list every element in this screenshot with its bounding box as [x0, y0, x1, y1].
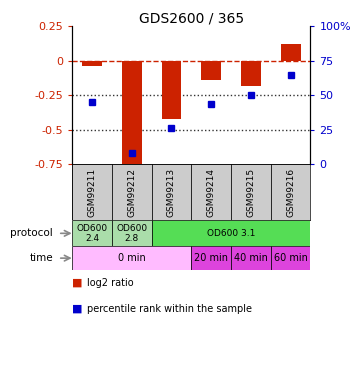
- Bar: [191, 246, 231, 270]
- Text: GSM99214: GSM99214: [207, 168, 216, 217]
- Text: GSM99215: GSM99215: [247, 168, 255, 217]
- Text: ■: ■: [72, 304, 83, 314]
- Text: ■: ■: [72, 278, 83, 288]
- Text: GSM99211: GSM99211: [88, 168, 96, 217]
- Bar: [201, 61, 221, 80]
- Bar: [231, 164, 271, 220]
- Text: GSM99213: GSM99213: [167, 168, 176, 217]
- Text: percentile rank within the sample: percentile rank within the sample: [87, 304, 252, 314]
- Bar: [191, 164, 231, 220]
- Bar: [241, 61, 261, 86]
- Text: time: time: [30, 253, 53, 263]
- Text: 60 min: 60 min: [274, 253, 308, 263]
- Bar: [162, 61, 182, 119]
- Text: OD600
2.4: OD600 2.4: [77, 224, 108, 243]
- Bar: [72, 220, 112, 246]
- Text: OD600 3.1: OD600 3.1: [207, 229, 255, 238]
- Text: GSM99212: GSM99212: [127, 168, 136, 217]
- Bar: [271, 246, 310, 270]
- Bar: [231, 246, 271, 270]
- Bar: [72, 246, 191, 270]
- Title: GDS2600 / 365: GDS2600 / 365: [139, 11, 244, 25]
- Text: log2 ratio: log2 ratio: [87, 278, 133, 288]
- Text: protocol: protocol: [10, 228, 53, 238]
- Bar: [281, 44, 301, 61]
- Bar: [72, 164, 112, 220]
- Bar: [112, 164, 152, 220]
- Text: 40 min: 40 min: [234, 253, 268, 263]
- Text: 20 min: 20 min: [194, 253, 228, 263]
- Text: 0 min: 0 min: [118, 253, 145, 263]
- Bar: [152, 164, 191, 220]
- Bar: [122, 61, 142, 168]
- Bar: [271, 164, 310, 220]
- Bar: [82, 61, 102, 66]
- Text: OD600
2.8: OD600 2.8: [116, 224, 147, 243]
- Bar: [152, 220, 310, 246]
- Bar: [112, 220, 152, 246]
- Text: GSM99216: GSM99216: [286, 168, 295, 217]
